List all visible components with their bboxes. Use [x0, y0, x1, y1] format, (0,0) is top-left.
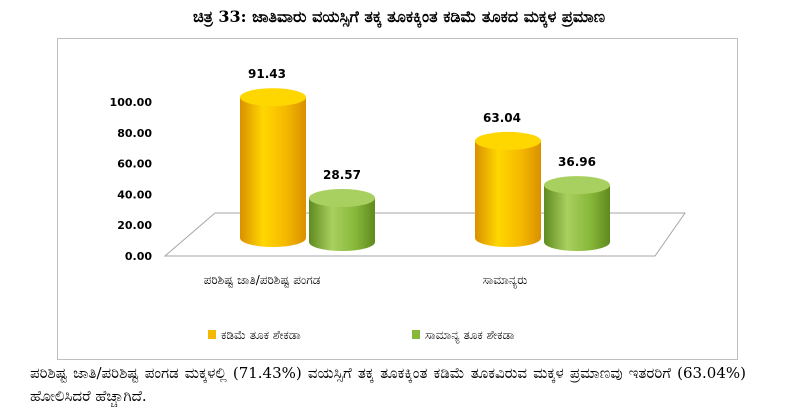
bar-top: [309, 189, 375, 208]
legend-item: ಕಡಿಮೆ ತೂಕ ಶೇಕಡಾ: [208, 328, 301, 342]
bar: [475, 131, 541, 247]
y-tick-label: 0.00: [125, 250, 152, 263]
bar-body: [544, 185, 610, 251]
legend-item: ಸಾಮಾನ್ಯ ತೂಕ ಶೇಕಡಾ: [412, 328, 514, 344]
data-label: 91.43: [248, 67, 286, 81]
bar-body: [309, 198, 375, 251]
bar-top: [544, 176, 610, 195]
data-label: 36.96: [558, 155, 596, 169]
chart-title: ಚಿತ್ರ 33: ಜಾತಿವಾರು ವಯಸ್ಸಿಗೆ ತಕ್ಕ ತೂಕಕ್ಕಿ…: [192, 7, 606, 26]
bar-top: [240, 88, 306, 107]
bar-body: [240, 97, 306, 247]
caption-paragraph: ಪರಿಶಿಷ್ಟ ಜಾತಿ/ಪರಿಶಿಷ್ಟ ಪಂಗಡ ಮಕ್ಕಳಲ್ಲಿ (7…: [30, 364, 746, 405]
legend-swatch: [208, 330, 216, 339]
data-label: 28.57: [323, 168, 361, 182]
y-tick-label: 20.00: [117, 219, 152, 232]
x-category-label: ಪರಿಶಿಷ್ಟ ಜಾತಿ/ಪರಿಶಿಷ್ಟ ಪಂಗಡ: [204, 273, 321, 287]
bar: [544, 176, 610, 251]
x-axis-categories: ಪರಿಶಿಷ್ಟ ಜಾತಿ/ಪರಿಶಿಷ್ಟ ಪಂಗಡ ಸಾಮಾನ್ಯರು: [204, 273, 528, 289]
bar: [309, 189, 375, 251]
y-axis-ticks: 0.00 20.00 40.00 60.00 80.00 100.00: [110, 96, 153, 263]
legend-swatch: [412, 330, 420, 339]
data-labels: 91.43 63.04 28.57 36.96: [248, 67, 596, 182]
y-tick-label: 40.00: [117, 188, 152, 201]
chart-frame: [57, 38, 738, 360]
bar: [240, 88, 306, 247]
y-tick-label: 60.00: [117, 158, 152, 171]
data-label: 63.04: [483, 111, 521, 125]
y-tick-label: 100.00: [110, 96, 153, 109]
x-category-label: ಸಾಮಾನ್ಯರು: [483, 273, 528, 289]
bar-top: [475, 131, 541, 150]
chart-bars: [240, 88, 610, 251]
chart-floor-plane: [163, 212, 686, 257]
y-tick-label: 80.00: [117, 127, 152, 140]
bar-body: [475, 140, 541, 247]
chart-floor: [163, 212, 686, 257]
legend: ಕಡಿಮೆ ತೂಕ ಶೇಕಡಾ ಸಾಮಾನ್ಯ ತೂಕ ಶೇಕಡಾ: [208, 328, 514, 344]
legend-label: ಸಾಮಾನ್ಯ ತೂಕ ಶೇಕಡಾ: [425, 328, 514, 344]
legend-label: ಕಡಿಮೆ ತೂಕ ಶೇಕಡಾ: [221, 328, 301, 342]
